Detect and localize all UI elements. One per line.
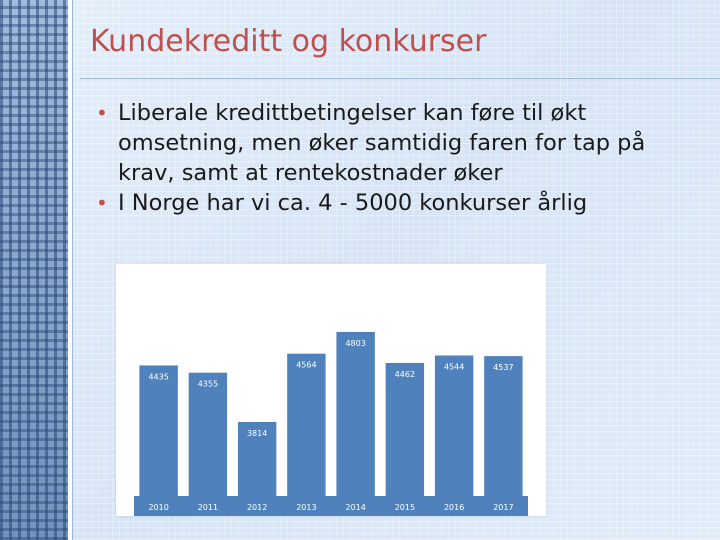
x-tick-label: 2010	[148, 503, 168, 512]
bar-2015	[385, 362, 425, 496]
bar-chart: 4435 2010 4355 2011 3814 2012 4564 2013 4803 2014…	[134, 331, 528, 516]
bullet-list: • Liberale kredittbetingelser kan føre t…	[92, 98, 692, 218]
x-tick-label: 2016	[444, 503, 464, 512]
slide-title: Kundekreditt og konkurser	[90, 24, 487, 59]
side-divider	[68, 0, 73, 540]
category-axis-band	[134, 496, 528, 516]
bullet-item: • Liberale kredittbetingelser kan føre t…	[92, 98, 692, 188]
bar-2016	[434, 355, 474, 496]
data-label: 3814	[247, 429, 267, 438]
data-label: 4544	[444, 362, 464, 371]
data-label: 4462	[395, 370, 415, 379]
bullet-text: Liberale kredittbetingelser kan føre til…	[118, 100, 646, 186]
bullet-item: • I Norge har vi ca. 4 - 5000 konkurser …	[92, 188, 692, 218]
x-tick-label: 2013	[296, 503, 316, 512]
x-tick-label: 2017	[493, 503, 513, 512]
title-divider	[80, 78, 720, 79]
decorative-side-pattern	[0, 0, 68, 540]
bar-2014	[336, 331, 375, 496]
data-label: 4435	[148, 372, 168, 381]
bankruptcy-chart: 4435 2010 4355 2011 3814 2012 4564 2013 4803 2014…	[116, 264, 546, 516]
bullet-text: I Norge har vi ca. 4 - 5000 konkurser år…	[118, 190, 588, 216]
x-tick-label: 2014	[345, 503, 365, 512]
x-tick-label: 2015	[395, 503, 415, 512]
x-tick-label: 2012	[247, 503, 267, 512]
bar-2017	[484, 356, 523, 496]
bar-2013	[287, 353, 326, 496]
data-label: 4537	[493, 363, 513, 372]
x-tick-label: 2011	[198, 503, 218, 512]
bar-2011	[188, 372, 228, 496]
bullet-dot-icon: •	[96, 101, 108, 125]
bar-2010	[139, 365, 178, 496]
data-label: 4803	[345, 339, 365, 348]
bar-2012	[237, 421, 277, 496]
data-label: 4355	[198, 380, 218, 389]
data-label: 4564	[296, 361, 316, 370]
bullet-dot-icon: •	[96, 191, 108, 215]
